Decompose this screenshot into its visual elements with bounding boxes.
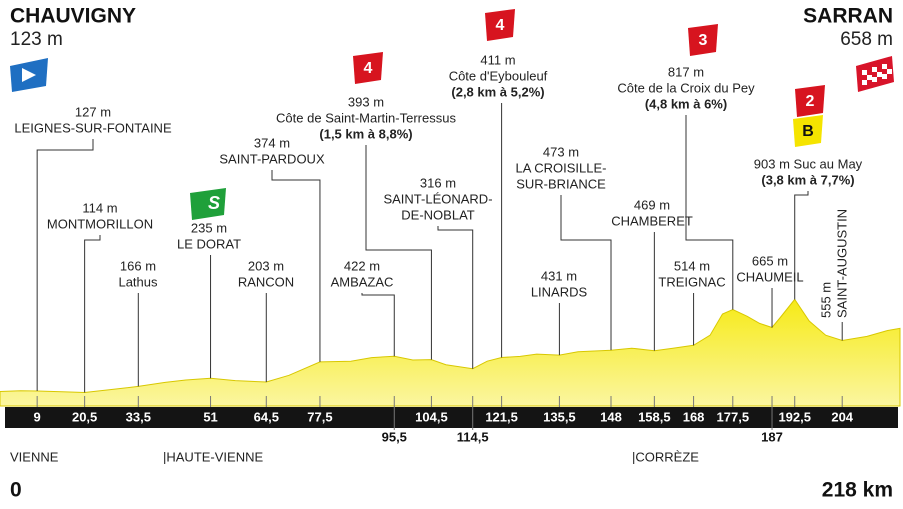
km-label: 168 bbox=[683, 409, 705, 424]
waypoint-label: 469 m bbox=[634, 197, 670, 212]
waypoint-label: 665 m bbox=[752, 253, 788, 268]
lead-line bbox=[84, 235, 101, 393]
climb-badge bbox=[353, 52, 383, 84]
waypoint-label: 431 m bbox=[541, 268, 577, 283]
climb-badge bbox=[688, 24, 718, 56]
waypoint-label: 817 m bbox=[668, 64, 704, 79]
sprint-badge bbox=[190, 188, 226, 220]
waypoint-label: SAINT-LÉONARD- bbox=[383, 191, 492, 206]
waypoint-label: 411 m bbox=[480, 52, 515, 67]
km-label: 135,5 bbox=[543, 409, 576, 424]
lead-line bbox=[560, 195, 612, 351]
waypoint-label: 422 m bbox=[344, 258, 380, 273]
km-label: 204 bbox=[831, 409, 853, 424]
waypoint-label: 316 m bbox=[420, 175, 456, 190]
waypoint-label: LEIGNES-SUR-FONTAINE bbox=[14, 120, 172, 135]
waypoint-label: 555 m bbox=[818, 282, 833, 318]
climb-detail: (1,5 km à 8,8%) bbox=[319, 126, 412, 141]
km-label: 158,5 bbox=[638, 409, 671, 424]
km-label: 9 bbox=[34, 409, 41, 424]
km-label: 114,5 bbox=[457, 429, 489, 444]
lead-line bbox=[685, 115, 734, 310]
region-label: |CORRÈZE bbox=[632, 449, 699, 464]
waypoint-label: Lathus bbox=[118, 274, 158, 289]
climb-detail: (2,8 km à 5,2%) bbox=[451, 84, 544, 99]
km-band bbox=[5, 407, 898, 428]
bonus-badge bbox=[793, 115, 823, 147]
km-label: 20,5 bbox=[72, 409, 97, 424]
elevation-area bbox=[0, 298, 901, 407]
waypoint-label: 903 m Suc au May bbox=[754, 156, 863, 171]
climb-badge bbox=[795, 85, 825, 117]
lead-line bbox=[794, 191, 809, 300]
waypoint-label: 166 m bbox=[120, 258, 156, 273]
waypoint-label: DE-NOBLAT bbox=[401, 207, 474, 222]
finish-flag bbox=[856, 56, 894, 92]
km-label: 51 bbox=[203, 409, 217, 424]
waypoint-label: LE DORAT bbox=[177, 236, 241, 251]
waypoint-label: Côte de la Croix du Pey bbox=[617, 80, 755, 95]
km-label: 33,5 bbox=[126, 409, 151, 424]
waypoint-label: SAINT-PARDOUX bbox=[219, 151, 325, 166]
waypoint-label: LA CROISILLE- bbox=[515, 160, 606, 175]
finish-km: 218 km bbox=[822, 479, 893, 502]
sprint-label: S bbox=[208, 193, 220, 213]
lead-line bbox=[361, 293, 395, 357]
finish-name: SARRAN bbox=[803, 5, 893, 28]
waypoint-label: 514 m bbox=[674, 258, 710, 273]
waypoint-label: SAINT-AUGUSTIN bbox=[834, 209, 849, 318]
climb-category: 3 bbox=[699, 32, 708, 49]
start-name: CHAUVIGNY bbox=[10, 5, 136, 28]
climb-detail: (3,8 km à 7,7%) bbox=[761, 172, 854, 187]
region-label: |HAUTE-VIENNE bbox=[163, 449, 263, 464]
lead-line bbox=[36, 139, 94, 392]
km-label: 104,5 bbox=[415, 409, 448, 424]
km-label: 64,5 bbox=[254, 409, 279, 424]
waypoint-label: 393 m bbox=[348, 94, 384, 109]
waypoint-label: Côte d'Eybouleuf bbox=[449, 68, 548, 83]
waypoint-label: TREIGNAC bbox=[658, 274, 725, 289]
km-label: 77,5 bbox=[307, 409, 332, 424]
waypoint-label: CHAMBERET bbox=[611, 213, 693, 228]
lead-line bbox=[271, 170, 321, 362]
lead-line bbox=[365, 145, 432, 360]
waypoint-label: LINARDS bbox=[531, 284, 588, 299]
climb-category: 4 bbox=[496, 17, 505, 34]
waypoint-label: 374 m bbox=[254, 135, 290, 150]
region-label: VIENNE bbox=[10, 449, 59, 464]
lead-line bbox=[437, 226, 474, 369]
km-label: 148 bbox=[600, 409, 622, 424]
waypoint-label: MONTMORILLON bbox=[47, 216, 153, 231]
waypoint-label: 203 m bbox=[248, 258, 284, 273]
waypoint-label: AMBAZAC bbox=[331, 274, 394, 289]
waypoint-label: 473 m bbox=[543, 144, 579, 159]
finish-altitude: 658 m bbox=[840, 29, 893, 50]
km-label: 95,5 bbox=[382, 429, 407, 444]
climb-badge bbox=[485, 9, 515, 41]
waypoint-label: Côte de Saint-Martin-Terressus bbox=[276, 110, 456, 125]
km-label: 187 bbox=[761, 429, 783, 444]
waypoint-label: 114 m bbox=[82, 200, 117, 215]
start-km: 0 bbox=[10, 479, 22, 502]
start-flag bbox=[10, 58, 48, 92]
bonus-label: B bbox=[802, 123, 814, 140]
climb-category: 2 bbox=[806, 93, 815, 110]
climb-detail: (4,8 km à 6%) bbox=[645, 96, 727, 111]
waypoint-label: SUR-BRIANCE bbox=[516, 176, 606, 191]
km-label: 121,5 bbox=[485, 409, 518, 424]
start-altitude: 123 m bbox=[10, 29, 63, 50]
km-label: 192,5 bbox=[778, 409, 811, 424]
waypoint-label: RANCON bbox=[238, 274, 294, 289]
climb-category: 4 bbox=[364, 60, 373, 77]
waypoint-label: 235 m bbox=[191, 220, 227, 235]
waypoint-label: CHAUMEIL bbox=[736, 269, 803, 284]
waypoint-label: 127 m bbox=[75, 104, 111, 119]
km-label: 177,5 bbox=[717, 409, 750, 424]
